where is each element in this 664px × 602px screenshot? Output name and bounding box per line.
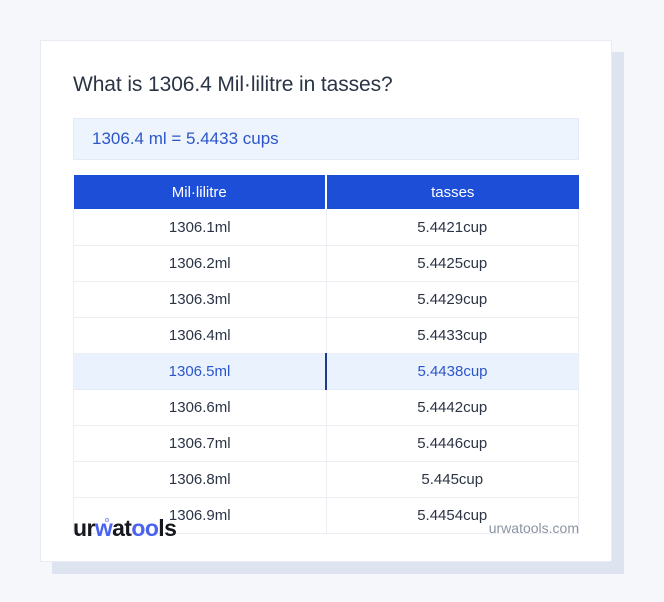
conversion-result-banner: 1306.4 ml = 5.4433 cups xyxy=(73,118,579,161)
cell-millilitre: 1306.9ml xyxy=(73,497,327,534)
column-header-millilitre: Mil·lilitre xyxy=(73,175,327,210)
conversion-result-text: 1306.4 ml = 5.4433 cups xyxy=(92,129,279,149)
cell-tasses: 5.4433cup xyxy=(325,317,579,354)
site-url-label: urwatools.com xyxy=(488,520,579,536)
table-row[interactable]: 1306.8ml 5.445cup xyxy=(73,461,579,498)
brand-logo[interactable]: urwatools xyxy=(73,514,177,541)
table-row[interactable]: 1306.7ml 5.4446cup xyxy=(73,425,579,462)
cell-tasses: 5.4421cup xyxy=(325,209,579,246)
cell-millilitre: 1306.8ml xyxy=(73,461,327,498)
brand-logo-dot-icon xyxy=(105,517,109,522)
cell-tasses: 5.4425cup xyxy=(325,245,579,282)
brand-logo-part-3: at xyxy=(112,514,132,541)
cell-tasses: 5.4442cup xyxy=(325,389,579,426)
cell-millilitre: 1306.1ml xyxy=(73,209,327,246)
table-row[interactable]: 1306.9ml 5.4454cup xyxy=(73,497,579,534)
table-row[interactable]: 1306.5ml 5.4438cup xyxy=(73,353,579,390)
cell-tasses: 5.445cup xyxy=(325,461,579,498)
conversion-card: What is 1306.4 Mil·lilitre in tasses? 13… xyxy=(40,40,612,562)
brand-logo-part-2: w xyxy=(94,514,113,541)
cell-millilitre: 1306.5ml xyxy=(73,353,327,390)
conversion-table: Mil·lilitre tasses 1306.1ml 5.4421cup 1306… xyxy=(73,175,579,534)
cell-tasses: 5.4454cup xyxy=(325,497,579,534)
cell-millilitre: 1306.7ml xyxy=(73,425,327,462)
cell-millilitre: 1306.6ml xyxy=(73,389,327,426)
cell-millilitre: 1306.4ml xyxy=(73,317,327,354)
brand-logo-part-4: oo xyxy=(131,514,159,541)
table-row[interactable]: 1306.6ml 5.4442cup xyxy=(73,389,579,426)
brand-logo-part-1: ur xyxy=(73,514,95,541)
table-row[interactable]: 1306.4ml 5.4433cup xyxy=(73,317,579,354)
cell-tasses: 5.4438cup xyxy=(325,353,579,390)
brand-logo-part-5: ls xyxy=(158,514,177,541)
table-row[interactable]: 1306.3ml 5.4429cup xyxy=(73,281,579,318)
table-row[interactable]: 1306.1ml 5.4421cup xyxy=(73,209,579,246)
column-header-tasses: tasses xyxy=(326,175,579,210)
card-footer: urwatools urwatools.com xyxy=(73,513,579,543)
table-row[interactable]: 1306.2ml 5.4425cup xyxy=(73,245,579,282)
table-header-row: Mil·lilitre tasses xyxy=(73,175,579,210)
table-header: Mil·lilitre tasses xyxy=(73,175,579,210)
table-body: 1306.1ml 5.4421cup 1306.2ml 5.4425cup 1306.3… xyxy=(73,209,579,534)
cell-millilitre: 1306.2ml xyxy=(73,245,327,282)
cell-millilitre: 1306.3ml xyxy=(73,281,327,318)
page-title: What is 1306.4 Mil·lilitre in tasses? xyxy=(73,73,393,96)
cell-tasses: 5.4446cup xyxy=(325,425,579,462)
cell-tasses: 5.4429cup xyxy=(325,281,579,318)
